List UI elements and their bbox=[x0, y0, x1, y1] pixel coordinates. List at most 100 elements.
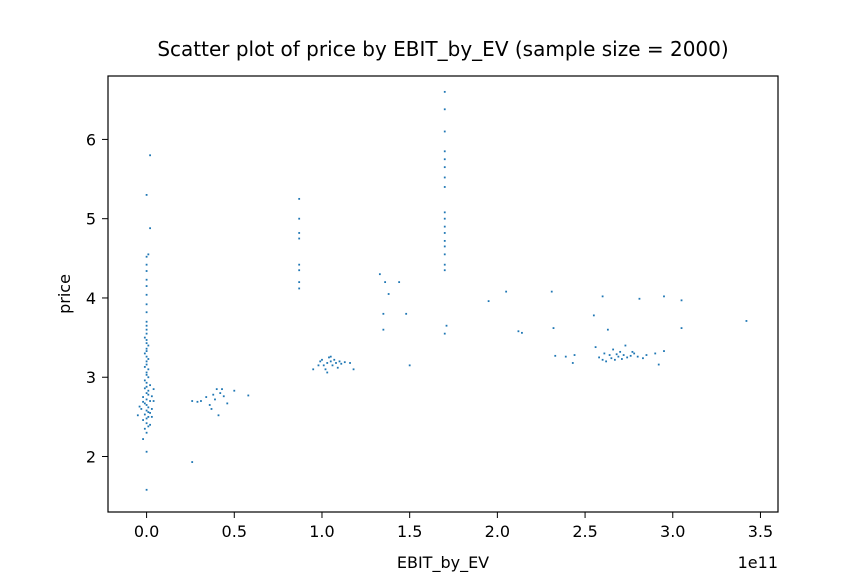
x-tick-label: 3.5 bbox=[748, 522, 773, 541]
data-point bbox=[606, 328, 609, 331]
data-point bbox=[145, 392, 148, 394]
data-point bbox=[222, 395, 225, 398]
data-point bbox=[145, 488, 148, 491]
data-point bbox=[147, 358, 150, 360]
data-point bbox=[601, 358, 604, 361]
data-point bbox=[615, 353, 618, 356]
data-point bbox=[610, 357, 613, 360]
data-point bbox=[594, 346, 597, 349]
data-point bbox=[384, 281, 387, 284]
data-point bbox=[191, 400, 194, 402]
x-tick-label: 2.0 bbox=[485, 522, 510, 541]
data-point bbox=[149, 423, 151, 426]
data-point bbox=[619, 350, 622, 353]
data-point bbox=[343, 361, 346, 364]
data-point bbox=[145, 285, 148, 287]
data-point bbox=[145, 332, 148, 335]
data-point bbox=[145, 255, 148, 258]
data-point bbox=[143, 413, 146, 416]
data-point bbox=[142, 419, 144, 421]
data-point bbox=[217, 414, 220, 417]
data-point bbox=[145, 194, 148, 196]
x-tick-label: 3.0 bbox=[660, 522, 685, 541]
data-point bbox=[335, 362, 337, 364]
data-point bbox=[147, 415, 150, 418]
data-point bbox=[145, 360, 148, 363]
data-point bbox=[214, 398, 216, 401]
data-point bbox=[633, 352, 636, 355]
data-point bbox=[603, 352, 606, 355]
data-point bbox=[338, 360, 341, 363]
data-point bbox=[631, 350, 634, 353]
data-point bbox=[328, 356, 330, 359]
data-point bbox=[550, 290, 553, 293]
data-point bbox=[592, 314, 595, 317]
data-point bbox=[152, 388, 155, 391]
x-tick-label: 1.5 bbox=[397, 522, 422, 541]
data-point bbox=[149, 384, 151, 387]
data-point bbox=[143, 379, 146, 382]
x-tick-label: 1.0 bbox=[309, 522, 334, 541]
data-point bbox=[200, 400, 202, 402]
data-point bbox=[143, 402, 146, 405]
y-tick-label: 4 bbox=[86, 289, 96, 308]
data-point bbox=[147, 368, 150, 371]
y-tick-label: 6 bbox=[86, 130, 96, 149]
data-point bbox=[626, 356, 629, 359]
data-point bbox=[298, 269, 301, 272]
data-point bbox=[443, 211, 446, 214]
data-point bbox=[517, 330, 520, 333]
data-point bbox=[333, 358, 336, 361]
data-point bbox=[340, 362, 343, 365]
data-point bbox=[147, 411, 150, 414]
data-point bbox=[196, 400, 199, 403]
y-tick-label: 3 bbox=[86, 368, 96, 387]
data-point bbox=[487, 300, 490, 303]
data-point bbox=[145, 339, 148, 341]
data-point bbox=[150, 408, 153, 410]
data-point bbox=[443, 186, 446, 188]
data-point bbox=[142, 438, 144, 440]
data-point bbox=[147, 425, 150, 428]
data-point bbox=[680, 327, 683, 329]
data-point bbox=[149, 400, 151, 402]
data-point bbox=[613, 358, 616, 361]
data-point bbox=[336, 366, 339, 369]
data-point bbox=[143, 366, 146, 368]
data-point bbox=[210, 408, 213, 410]
data-point bbox=[601, 295, 604, 298]
data-point bbox=[298, 237, 301, 240]
data-point bbox=[443, 150, 446, 153]
data-point bbox=[312, 368, 315, 371]
data-point bbox=[143, 387, 146, 390]
data-point bbox=[382, 328, 385, 331]
data-point bbox=[443, 232, 446, 234]
data-point bbox=[326, 362, 329, 364]
data-point bbox=[143, 352, 146, 355]
data-point bbox=[608, 354, 611, 356]
data-point bbox=[149, 154, 151, 157]
data-point bbox=[443, 90, 446, 93]
data-point bbox=[331, 364, 334, 367]
data-point bbox=[443, 130, 446, 133]
data-point bbox=[624, 344, 627, 347]
data-point bbox=[145, 270, 148, 272]
x-axis-offset-label: 1e11 bbox=[738, 553, 778, 572]
data-point bbox=[445, 324, 448, 327]
data-point bbox=[663, 350, 665, 352]
chart-title: Scatter plot of price by EBIT_by_EV (sam… bbox=[157, 37, 728, 61]
data-point bbox=[398, 281, 401, 284]
data-point bbox=[145, 328, 148, 331]
data-point bbox=[663, 295, 665, 298]
data-point bbox=[329, 355, 332, 358]
data-point bbox=[142, 400, 144, 403]
data-point bbox=[352, 368, 355, 371]
data-point bbox=[147, 393, 150, 396]
data-point bbox=[680, 299, 683, 302]
data-point bbox=[317, 364, 320, 367]
data-point bbox=[150, 415, 153, 418]
data-point bbox=[145, 373, 148, 376]
data-point bbox=[573, 354, 576, 356]
data-point bbox=[145, 324, 148, 327]
